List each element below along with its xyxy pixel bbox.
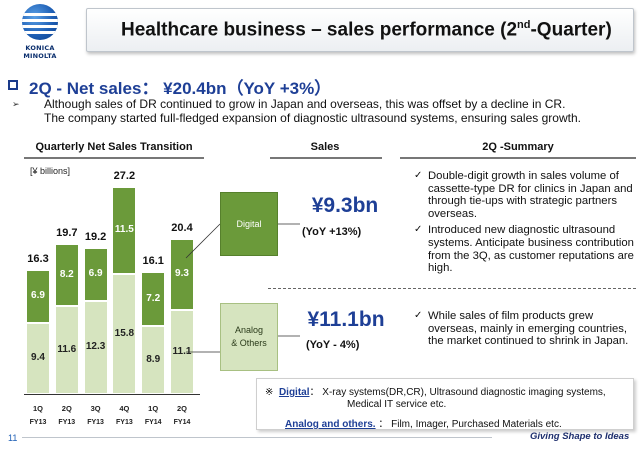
summary-item: ✓ Introduced new diagnostic ultrasound s…	[414, 224, 634, 275]
bar-digital-segment	[112, 186, 137, 274]
sales-header-underline	[270, 157, 382, 159]
logo-text: KONICA MINOLTA	[23, 44, 57, 60]
x-tick-quarter: 4Q	[119, 404, 130, 413]
bar-digital-segment	[83, 248, 108, 301]
tagline: Giving Shape to Ideas	[530, 431, 630, 442]
bar-analog-segment	[26, 322, 50, 394]
check-icon: ✓	[414, 310, 423, 321]
bar-digital-value-label: 6.9	[31, 290, 45, 302]
bar-digital-segment	[141, 271, 166, 327]
x-tick-fiscal-year: FY13	[29, 419, 47, 426]
bar-digital-value-label: 7.2	[146, 293, 161, 304]
bar-digital-value-label: 11.5	[114, 224, 134, 236]
definitions-footnote: ※ Digital： X-ray systems(DR,CR), Ultraso…	[256, 378, 634, 430]
bar-analog-value-label: 15.8	[114, 327, 135, 339]
summary-section-header: 2Q -Summary	[482, 141, 554, 153]
headline-description: Although sales of DR continued to grow i…	[44, 97, 581, 125]
globe-icon	[22, 4, 58, 40]
summary-item: ✓ Double-digit growth in sales volume of…	[414, 170, 633, 220]
analog-category-box: Analog & Others	[220, 303, 278, 371]
bar-total-label: 16.3	[27, 253, 49, 266]
bar-analog-value-label: 11.6	[57, 343, 77, 355]
x-tick-quarter: 2Q	[176, 404, 187, 413]
reference-mark-icon: ※	[265, 387, 274, 398]
x-tick-fiscal-year: FY13	[87, 419, 104, 426]
bar-analog-value-label: 12.3	[85, 341, 106, 353]
digital-yoy: (YoY +13%)	[302, 226, 362, 238]
bar-analog-value-label: 11.1	[172, 345, 192, 357]
check-icon: ✓	[414, 170, 423, 181]
x-tick-quarter: 1Q	[148, 404, 159, 413]
x-tick-fiscal-year: FY13	[58, 419, 76, 426]
digital-category-box: Digital	[220, 192, 278, 256]
x-tick-quarter: 1Q	[32, 404, 43, 413]
title-bar: Healthcare business – sales performance …	[86, 8, 634, 52]
digital-connector-line	[185, 223, 221, 259]
x-tick-fiscal-year: FY14	[173, 419, 191, 426]
page-title: Healthcare business – sales performance …	[121, 19, 612, 41]
bar-digital-value-label: 8.2	[59, 268, 74, 280]
check-icon: ✓	[414, 224, 423, 236]
analog-summary-list: ✓ While sales of film products grew over…	[414, 310, 636, 352]
section-divider	[268, 288, 636, 289]
bar-total-label: 19.2	[84, 231, 107, 244]
footer-line	[22, 437, 492, 438]
chart-x-axis	[24, 394, 200, 395]
bar-analog-value-label: 8.9	[146, 354, 161, 366]
bar-analog-segment	[141, 326, 166, 394]
net-sales-headline: 2Q - Net sales： ¥20.4bn（YoY +3%）	[29, 79, 332, 98]
bar-total-label: 16.1	[142, 254, 164, 267]
bar-digital-value-label: 9.3	[175, 268, 189, 280]
analog-sales-value: ¥11.1bn	[307, 308, 385, 331]
chart-section-header: Quarterly Net Sales Transition	[35, 141, 193, 153]
bar-analog-segment	[112, 273, 137, 394]
bar-total-label: 27.2	[113, 169, 136, 182]
bar-analog-segment	[54, 305, 79, 394]
bar-digital-segment	[26, 270, 50, 323]
digital-summary-list: ✓ Double-digit growth in sales volume of…	[414, 170, 636, 279]
digital-sales-value: ¥9.3bn	[311, 194, 379, 217]
analog-category-label-2: & Others	[231, 338, 267, 348]
x-tick-quarter: 3Q	[90, 404, 101, 413]
x-tick-quarter: 2Q	[61, 404, 72, 413]
summary-header-underline	[400, 157, 636, 159]
chart-header-underline	[24, 157, 204, 159]
bar-analog-segment	[83, 300, 108, 394]
bar-digital-value-label: 6.9	[88, 268, 103, 280]
digital-definition: ※ Digital： X-ray systems(DR,CR), Ultraso…	[265, 387, 606, 398]
bar-analog-value-label: 9.4	[31, 352, 45, 364]
bar-total-label: 19.7	[56, 226, 78, 239]
sales-section-header: Sales	[310, 141, 340, 153]
arrow-bullet-icon: ➢	[12, 99, 20, 109]
analog-definition: Analog and others. ： Film, Imager, Purch…	[285, 419, 562, 430]
summary-item: ✓ While sales of film products grew over…	[414, 310, 629, 348]
bar-digital-segment	[170, 238, 194, 310]
bar-digital-segment	[54, 243, 79, 306]
chart-unit-label: [¥ billions]	[30, 166, 71, 176]
analog-category-label-1: Analog	[234, 325, 263, 335]
square-bullet-icon	[8, 80, 18, 90]
bar-total-label: 20.4	[171, 221, 193, 234]
digital-definition-cont: Medical IT service etc.	[347, 399, 447, 410]
konica-minolta-logo: KONICA MINOLTA	[8, 4, 72, 60]
digital-category-label: Digital	[236, 218, 262, 229]
analog-yoy: (YoY - 4%)	[306, 339, 360, 351]
page-number: 11	[8, 433, 18, 443]
x-tick-fiscal-year: FY13	[116, 419, 133, 426]
x-tick-fiscal-year: FY14	[144, 419, 162, 426]
